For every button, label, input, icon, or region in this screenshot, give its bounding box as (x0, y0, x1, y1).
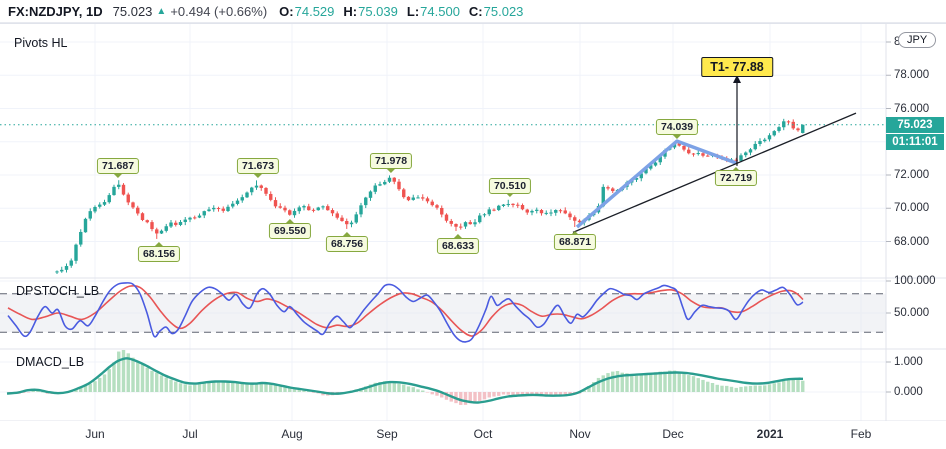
price-tick-label: 0.000 (894, 386, 923, 398)
time-axis-label: Oct (473, 427, 493, 441)
pivot-label: 74.039 (655, 119, 699, 136)
price-change: +0.494 (+0.66%) (170, 3, 268, 19)
abc-zigzag-drawing (575, 139, 737, 229)
close-value: C:75.023 (468, 3, 524, 19)
up-arrow-icon: ▲ (156, 5, 167, 17)
high-value: H:75.039 (343, 3, 398, 19)
drawings-layer[interactable] (572, 75, 857, 233)
price-tick-label: 76.000 (894, 102, 930, 115)
time-axis-label: Jul (182, 427, 198, 441)
stoch-band (0, 293, 886, 333)
price-tick-label: 50.000 (894, 307, 930, 319)
pivot-label: 68.156 (137, 245, 181, 262)
price-tick-label: 100.000 (894, 275, 936, 287)
pivot-label: 70.510 (488, 177, 532, 194)
axis-tick-marks (94, 41, 891, 425)
pivot-label: 71.978 (369, 153, 413, 170)
price-tick-label: 68.000 (894, 235, 930, 248)
pivot-label: 71.687 (96, 158, 140, 175)
time-axis-label: Jun (85, 427, 105, 441)
target-price-label[interactable]: T1- 77.88 (701, 57, 773, 77)
symbol-info-bar: FX:NZDJPY, 1D 75.023 ▲ +0.494 (+0.66%) O… (0, 0, 946, 23)
open-value: O:74.529 (279, 3, 335, 19)
macd-signal-line (6, 357, 804, 404)
currency-badge[interactable]: JPY (898, 32, 937, 48)
price-tick-label: 1.000 (894, 356, 923, 368)
pivot-label: 68.871 (553, 234, 597, 251)
time-axis-label: Feb (850, 427, 872, 441)
time-axis-label: Dec (662, 427, 684, 441)
pivot-label: 68.756 (325, 235, 369, 252)
time-axis-label: Aug (281, 427, 303, 441)
time-axis-label: 2021 (756, 427, 784, 441)
target-arrowhead (733, 75, 741, 83)
time-axis-label: Nov (569, 427, 591, 441)
symbol-title[interactable]: FX:NZDJPY, 1D (8, 3, 103, 19)
low-value: L:74.500 (406, 3, 460, 19)
candles-layer (55, 118, 805, 274)
last-price-badge: 75.023 (886, 116, 944, 133)
pivot-label: 69.550 (268, 222, 312, 239)
price-tick-label: 70.000 (894, 202, 930, 215)
price-axis[interactable]: 80.00078.00076.00074.00072.00070.00068.0… (886, 23, 946, 421)
time-axis-label: Sep (376, 427, 398, 441)
stoch-lines (7, 282, 804, 343)
main-pane-indicator-title[interactable]: Pivots HL (14, 36, 68, 50)
last-price: 75.023 (112, 3, 153, 19)
time-axis[interactable]: Jun Jul Aug Sep Oct Nov Dec 2021 Feb (0, 421, 946, 449)
stoch-pane-indicator-title[interactable]: DPSTOCH_LB (16, 284, 100, 298)
pivot-label: 72.719 (714, 170, 758, 187)
bar-countdown-badge: 01:11:01 (886, 134, 944, 151)
pivot-label: 71.673 (236, 158, 280, 175)
price-tick-label: 72.000 (894, 169, 930, 181)
pivot-label: 68.633 (436, 237, 480, 254)
macd-pane-indicator-title[interactable]: DMACD_LB (16, 355, 85, 369)
price-tick-label: 78.000 (894, 69, 930, 82)
